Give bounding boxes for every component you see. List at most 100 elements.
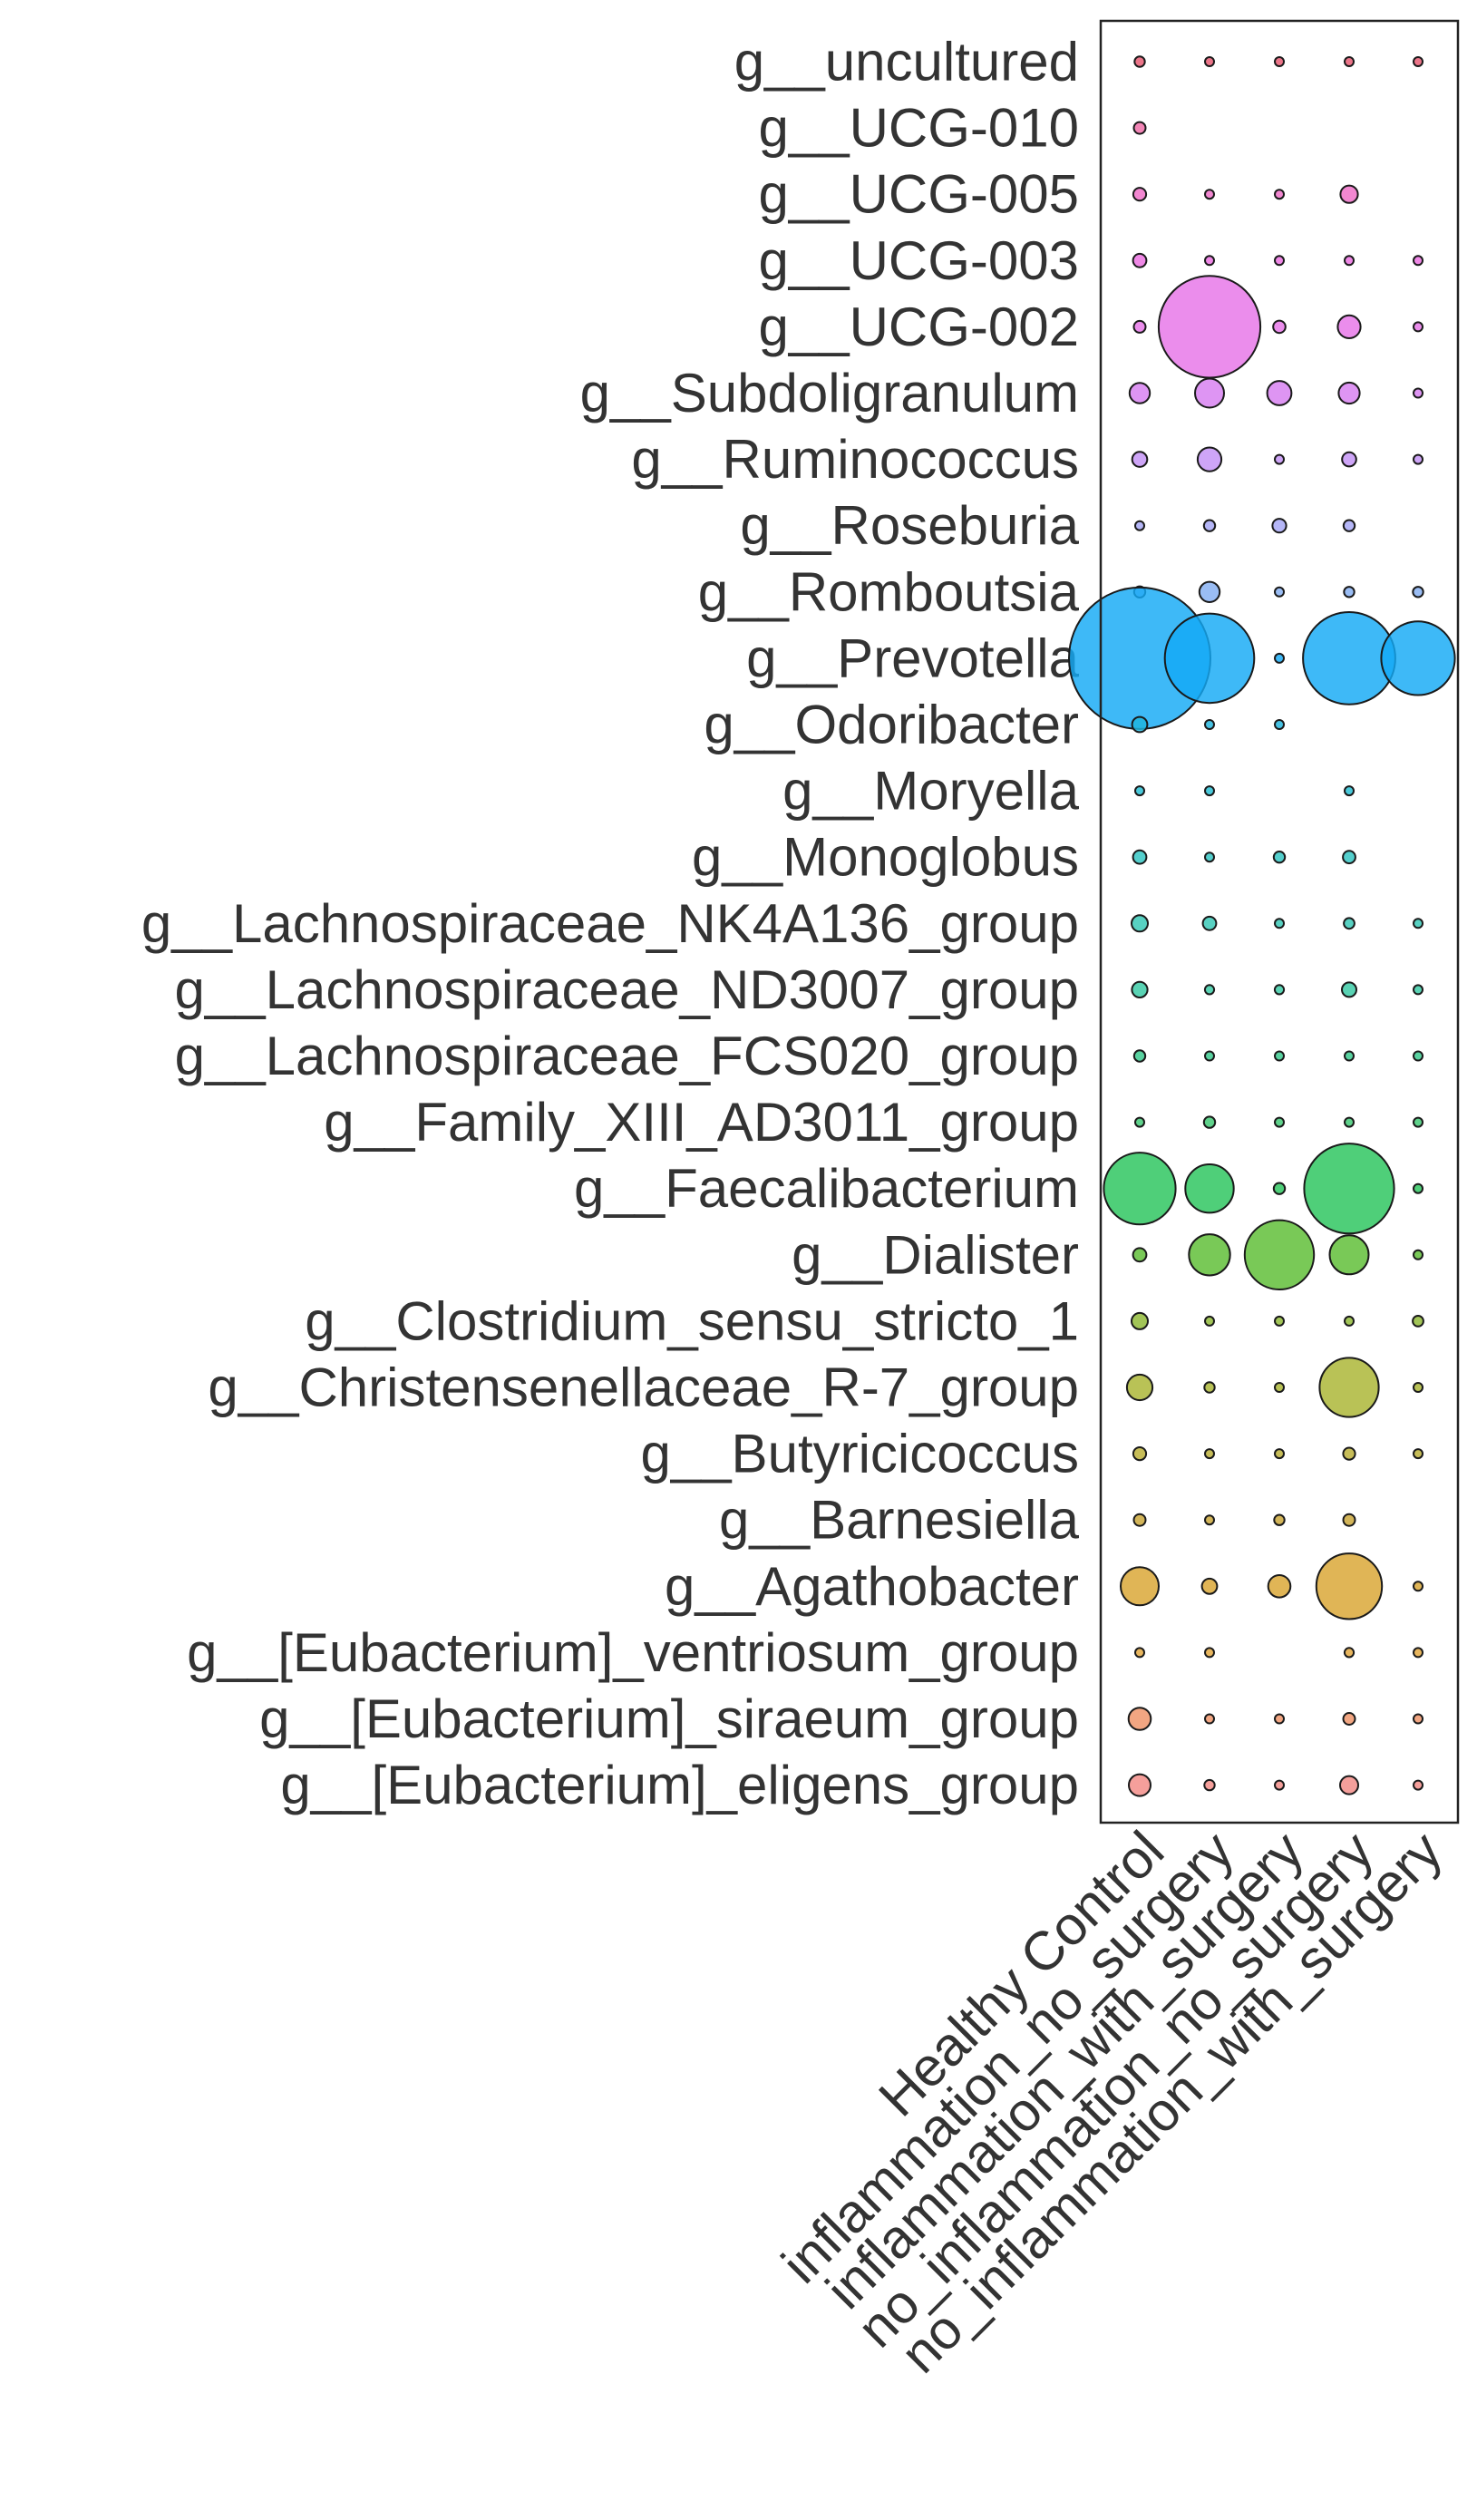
bubble — [1134, 1116, 1145, 1128]
row-label: g__Lachnospiraceae_NK4A136_group — [141, 893, 1079, 954]
bubble — [1342, 1513, 1356, 1527]
bubble — [1134, 520, 1145, 531]
row-label: g__UCG-003 — [758, 230, 1079, 291]
bubble — [1203, 1778, 1216, 1792]
bubble — [1204, 1713, 1215, 1725]
row-label: g__Barnesiella — [719, 1490, 1080, 1551]
bubble — [1274, 719, 1285, 730]
bubble — [1127, 1707, 1152, 1731]
bubble — [1204, 189, 1215, 200]
bubble — [1204, 1448, 1215, 1460]
bubble — [1413, 984, 1424, 996]
bubble — [1202, 519, 1217, 532]
row-label: g__Subdoligranulum — [580, 363, 1079, 423]
bubble — [1188, 1233, 1231, 1277]
bubble — [1132, 1049, 1147, 1063]
bubble — [1413, 918, 1424, 929]
bubble — [1132, 1513, 1147, 1527]
row-label: g__uncultured — [734, 32, 1079, 92]
bubble — [1339, 184, 1359, 204]
bubble — [1342, 1446, 1356, 1461]
row-label: g__UCG-010 — [758, 98, 1079, 159]
bubble — [1336, 314, 1362, 339]
bubble — [1413, 1050, 1424, 1062]
row-label: g__Romboutsia — [698, 561, 1080, 622]
bubble — [1342, 850, 1356, 865]
bubble — [1131, 980, 1149, 999]
bubble — [1204, 719, 1215, 730]
bubble — [1133, 55, 1146, 68]
bubble — [1202, 1115, 1217, 1129]
bubble — [1413, 1647, 1424, 1659]
bubble — [1413, 387, 1424, 399]
bubble — [1274, 1448, 1285, 1460]
bubble — [1132, 849, 1148, 865]
bubble — [1413, 1182, 1424, 1194]
bubble — [1204, 1315, 1215, 1327]
bubble — [1413, 453, 1424, 465]
bubble — [1103, 1152, 1177, 1226]
bubble — [1274, 1713, 1285, 1725]
bubble — [1125, 1373, 1154, 1402]
bubble — [1274, 189, 1285, 200]
bubble — [1343, 586, 1356, 598]
row-label: g__Butyricicoccus — [640, 1424, 1079, 1484]
bubble — [1274, 1779, 1285, 1791]
bubble — [1134, 785, 1145, 797]
row-label: g__Agathobacter — [665, 1556, 1079, 1617]
bubble — [1157, 275, 1262, 379]
bubble — [1380, 620, 1456, 696]
bubble — [1204, 255, 1215, 267]
bubble — [1203, 984, 1216, 996]
bubble — [1274, 255, 1285, 267]
bubble — [1274, 453, 1285, 465]
bubble — [1274, 1050, 1285, 1062]
bubble — [1196, 446, 1223, 472]
bubble — [1274, 1315, 1285, 1327]
row-label: g__[Eubacterium]_ventriosum_group — [187, 1622, 1079, 1683]
bubble — [1413, 1382, 1424, 1393]
bubble — [1120, 1566, 1160, 1607]
row-label: g__Dialister — [792, 1224, 1079, 1285]
bubble — [1413, 1249, 1424, 1260]
row-label: g__Roseburia — [740, 495, 1079, 556]
bubble — [1413, 255, 1424, 267]
bubble — [1274, 1382, 1285, 1393]
bubble — [1132, 319, 1147, 334]
bubble — [1342, 1712, 1356, 1726]
bubble — [1128, 382, 1151, 404]
bubble — [1204, 1050, 1215, 1062]
bubble — [1274, 918, 1285, 929]
row-label: g__Odoribacter — [704, 695, 1079, 755]
bubble — [1343, 1647, 1356, 1659]
bubble — [1131, 1311, 1149, 1330]
bubble — [1128, 1773, 1151, 1797]
row-label: g__[Eubacterium]_siraeum_group — [259, 1688, 1079, 1749]
bubble — [1204, 785, 1215, 797]
bubble — [1343, 917, 1356, 930]
bubble — [1413, 56, 1424, 67]
bubble-layer — [1068, 55, 1456, 1797]
bubble — [1201, 915, 1218, 931]
bubble — [1131, 451, 1149, 468]
bubble — [1267, 1574, 1292, 1599]
bubble — [1272, 1182, 1287, 1195]
bubble — [1194, 377, 1225, 409]
row-label: g__UCG-002 — [758, 297, 1079, 357]
bubble — [1337, 381, 1361, 405]
bubble — [1132, 1446, 1148, 1462]
bubble — [1273, 984, 1286, 996]
bubble — [1344, 1050, 1355, 1062]
bubble — [1344, 255, 1355, 267]
row-label: g__Lachnospiraceae_ND3007_group — [175, 959, 1079, 1020]
bubble — [1184, 1163, 1235, 1214]
bubble — [1344, 1315, 1355, 1327]
bubble — [1344, 56, 1355, 67]
bubble — [1341, 451, 1357, 468]
bubble — [1204, 56, 1215, 67]
bubble — [1274, 652, 1285, 664]
bubble — [1341, 981, 1357, 998]
bubble — [1274, 586, 1285, 598]
bubble — [1132, 187, 1148, 202]
